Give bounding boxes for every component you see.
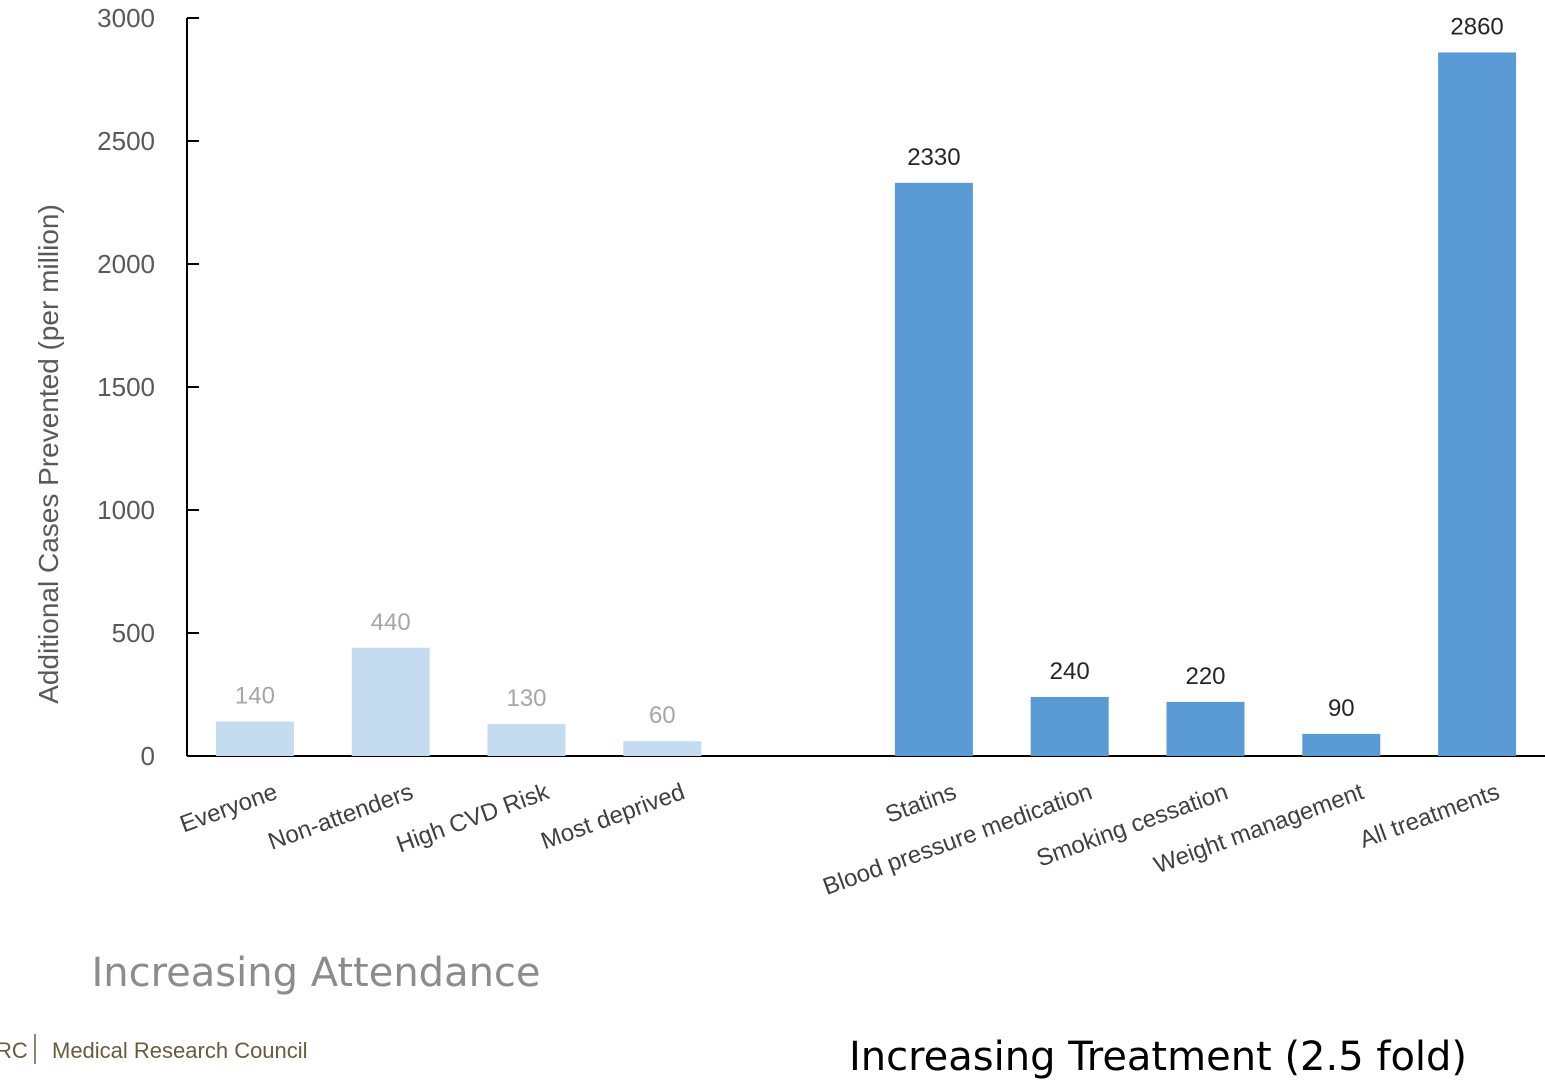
- bar: [1166, 701, 1245, 756]
- bar: [623, 741, 702, 756]
- bar: [351, 647, 430, 756]
- category-label: Statins: [882, 778, 960, 828]
- y-tick-label: 3000: [97, 3, 155, 33]
- data-label: 2330: [907, 144, 960, 171]
- group-caption-treatment: Increasing Treatment (2.5 fold): [849, 1034, 1467, 1080]
- logo-text: Medical Research Council: [52, 1038, 308, 1063]
- data-label: 240: [1050, 658, 1090, 685]
- bar: [1030, 696, 1109, 756]
- bar: [894, 182, 973, 756]
- logo-fragment: RC: [0, 1038, 28, 1063]
- group-caption-attendance: Increasing Attendance: [91, 950, 540, 996]
- bar: [487, 724, 566, 756]
- mrc-logo: RC Medical Research Council: [0, 1034, 308, 1064]
- category-label: All treatments: [1356, 778, 1503, 854]
- data-label: 60: [649, 702, 676, 729]
- data-labels: 140 440 130 60 2330 240 220 90 2860: [235, 13, 1504, 729]
- bar: [1438, 52, 1517, 756]
- category-label: Non-attenders: [265, 778, 417, 855]
- data-label: 220: [1185, 663, 1225, 690]
- data-label: 2860: [1450, 13, 1503, 40]
- category-label: High CVD Risk: [393, 778, 554, 858]
- y-tick-label: 2000: [97, 249, 155, 279]
- data-label: 440: [371, 609, 411, 636]
- y-axis-label: Additional Cases Prevented (per million): [33, 204, 64, 704]
- bar: [1302, 733, 1381, 756]
- axes: 0 500 1000 1500 2000 2500 3000: [97, 3, 1545, 771]
- y-tick-label: 0: [141, 741, 155, 771]
- y-tick-label: 1000: [97, 495, 155, 525]
- bar: [215, 721, 294, 756]
- y-tick-label: 500: [112, 618, 155, 648]
- data-label: 140: [235, 683, 275, 710]
- data-label: 130: [506, 685, 546, 712]
- y-tick-label: 2500: [97, 126, 155, 156]
- bars: [215, 52, 1517, 756]
- y-tick-label: 1500: [97, 372, 155, 402]
- data-label: 90: [1328, 695, 1355, 722]
- category-label: Most deprived: [537, 778, 688, 855]
